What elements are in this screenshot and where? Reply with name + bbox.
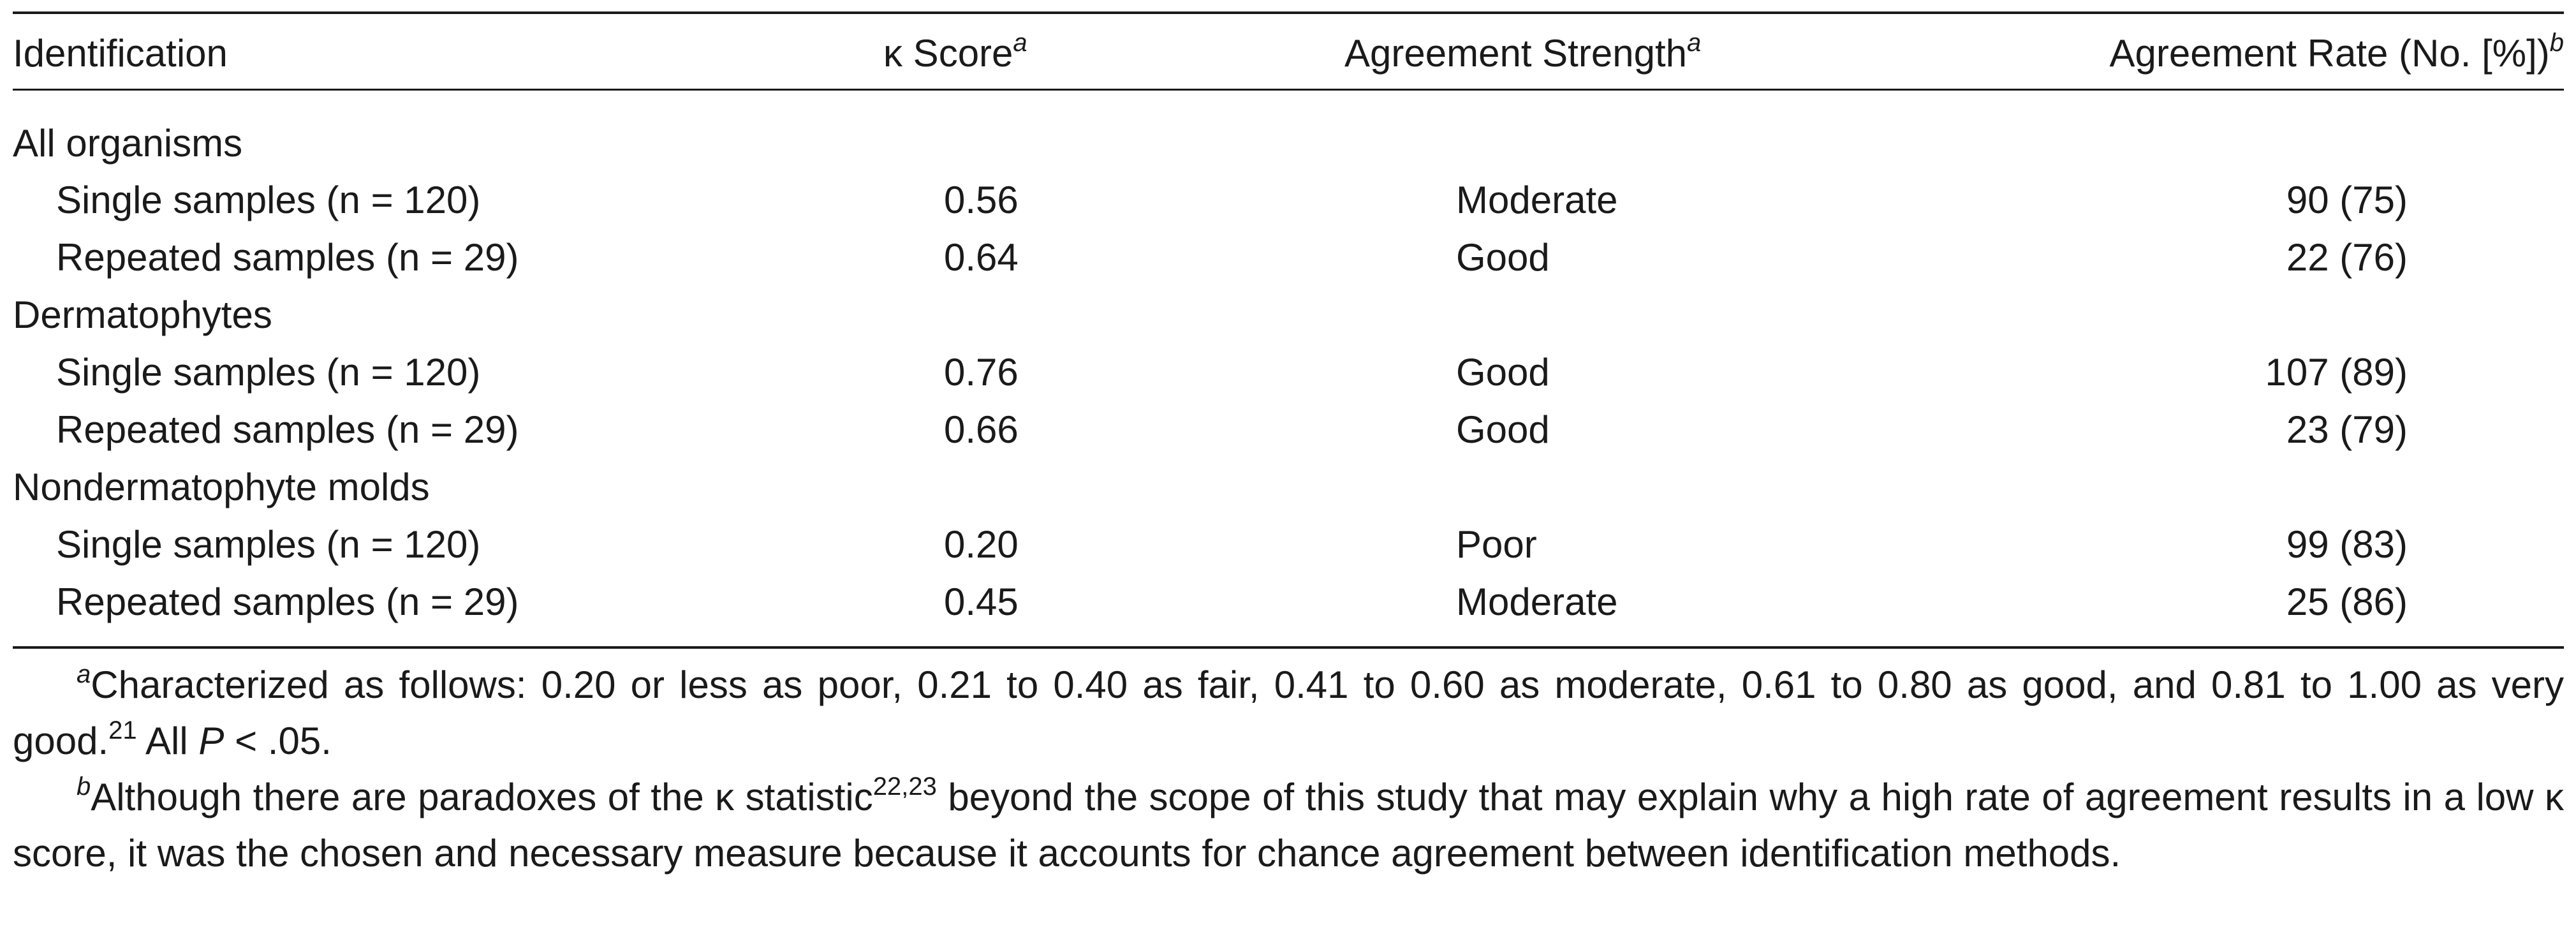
row-strength: Poor bbox=[1456, 523, 1537, 566]
header-identification: Identification bbox=[13, 32, 228, 75]
footnote-b-text: Although there are paradoxes of the κ st… bbox=[91, 776, 873, 818]
header-kappa-score: κ Scorea bbox=[883, 29, 1027, 75]
row-rate: 22 (76) bbox=[2286, 236, 2408, 279]
group-label: Dermatophytes bbox=[13, 293, 272, 336]
row-strength: Moderate bbox=[1456, 179, 1618, 221]
row-kappa: 0.76 bbox=[944, 351, 1019, 394]
row-kappa: 0.66 bbox=[944, 408, 1019, 451]
header-agreement-rate: Agreement Rate (No. [%])b bbox=[2109, 29, 2564, 75]
row-label: Single samples (n = 120) bbox=[56, 523, 481, 566]
table-top-rule bbox=[13, 11, 2564, 14]
group-label: All organisms bbox=[13, 122, 243, 165]
footnote-a-text: Characterized as follows: 0.20 or less a… bbox=[13, 663, 2564, 762]
row-kappa: 0.64 bbox=[944, 236, 1019, 279]
row-label: Repeated samples (n = 29) bbox=[56, 408, 519, 451]
row-label: Single samples (n = 120) bbox=[56, 351, 481, 394]
header-agreement-strength: Agreement Strengtha bbox=[1344, 29, 1702, 75]
row-rate: 90 (75) bbox=[2286, 179, 2408, 221]
header-strength-footnote-marker: a bbox=[1686, 29, 1702, 57]
row-kappa: 0.56 bbox=[944, 179, 1019, 221]
row-strength: Good bbox=[1456, 351, 1550, 394]
row-label: Repeated samples (n = 29) bbox=[56, 236, 519, 279]
footnote-a: aCharacterized as follows: 0.20 or less … bbox=[13, 660, 2564, 762]
row-rate: 25 (86) bbox=[2286, 580, 2408, 623]
row-rate: 99 (83) bbox=[2286, 523, 2408, 566]
footnote-a-reference: 21 bbox=[108, 716, 137, 744]
table-header-rule bbox=[13, 89, 2564, 91]
group-label: Nondermatophyte molds bbox=[13, 466, 430, 508]
row-label: Single samples (n = 120) bbox=[56, 179, 481, 221]
footnote-a-marker: a bbox=[77, 660, 91, 688]
p-value-symbol: P bbox=[198, 720, 224, 762]
row-kappa: 0.20 bbox=[944, 523, 1019, 566]
footnote-b-marker: b bbox=[77, 773, 91, 801]
header-kappa-footnote-marker: a bbox=[1013, 29, 1027, 57]
row-rate: 23 (79) bbox=[2286, 408, 2408, 451]
table-bottom-rule bbox=[13, 646, 2564, 649]
row-strength: Good bbox=[1456, 408, 1550, 451]
row-rate: 107 (89) bbox=[2265, 351, 2408, 394]
row-strength: Moderate bbox=[1456, 580, 1618, 623]
row-label: Repeated samples (n = 29) bbox=[56, 580, 519, 623]
row-strength: Good bbox=[1456, 236, 1550, 279]
footnote-b: bAlthough there are paradoxes of the κ s… bbox=[13, 773, 2564, 875]
footnote-b-reference: 22,23 bbox=[872, 773, 937, 801]
row-kappa: 0.45 bbox=[944, 580, 1019, 623]
header-rate-footnote-marker: b bbox=[2549, 29, 2564, 57]
